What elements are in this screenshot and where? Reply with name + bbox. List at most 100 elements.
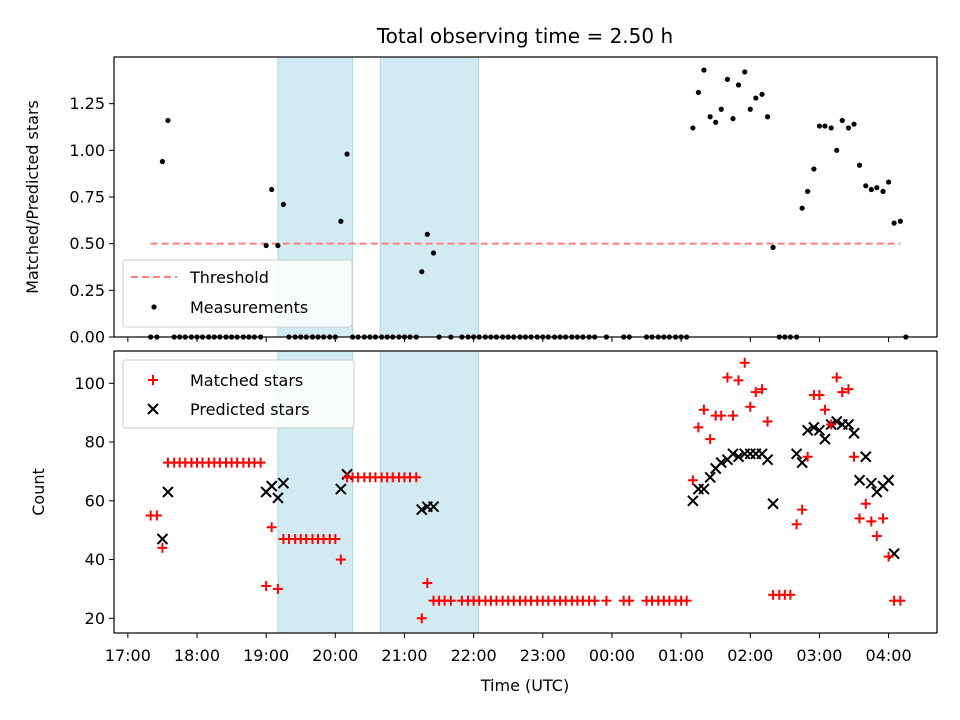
x-tick-label: 22:00 — [451, 646, 497, 665]
legend-measurement-swatch — [151, 304, 157, 310]
measurement-point — [845, 125, 852, 131]
ratio-panel: 0.00 0.25 0.50 0.75 1.00 1.25 Matched/Predict… — [23, 56, 938, 347]
predicted-star-point — [882, 474, 895, 486]
predicted-star-point — [808, 421, 820, 434]
predicted-star-point — [842, 418, 855, 431]
legend-threshold-label: Threshold — [189, 268, 269, 287]
matched-star-point — [272, 583, 283, 594]
measurement-point — [770, 244, 776, 250]
matched-star-point — [802, 451, 813, 462]
y-tick-label: 1.00 — [69, 141, 105, 160]
measurement-point — [280, 201, 287, 208]
measurement-point — [753, 95, 759, 101]
x-stroke — [796, 456, 808, 469]
matched-star-point — [693, 422, 704, 433]
predicted-star-point — [687, 495, 699, 507]
x-tick-label: 00:00 — [589, 646, 635, 665]
ratio-panel-frame — [113, 56, 938, 338]
y-tick-label: 1.25 — [69, 94, 105, 113]
x-axis-minor-ticks — [127, 337, 890, 342]
predicted-star-point — [801, 424, 814, 437]
measurement-point — [759, 91, 765, 97]
measurement-point — [856, 162, 863, 168]
x-axis-ticks: 17:00 18:00 19:00 20:00 21:00 22:00 23:00 00:00… — [105, 633, 912, 665]
predicted-star-point — [692, 483, 705, 495]
x-stroke — [819, 433, 831, 445]
matched-star-point — [843, 384, 854, 395]
matched-star-point — [727, 410, 738, 421]
measurement-point — [805, 188, 811, 194]
measurement-point — [742, 69, 748, 75]
y-axis-ticks: 20 40 60 80 100 — [74, 374, 114, 628]
predicted-star-point — [796, 456, 808, 469]
predicted-star-point — [865, 477, 878, 489]
matched-star-point — [445, 595, 456, 606]
y-tick-label: 40 — [85, 550, 105, 569]
matched-star-point — [716, 410, 727, 421]
x-stroke — [813, 424, 826, 437]
matched-star-point — [739, 357, 750, 368]
measurement-point — [718, 106, 724, 112]
predicted-star-point — [265, 480, 278, 492]
y-tick-label: 0.50 — [69, 234, 105, 253]
measurement-point — [874, 185, 880, 191]
predicted-star-point — [704, 471, 716, 484]
measurement-point — [799, 205, 805, 211]
x-tick-label: 20:00 — [312, 646, 358, 665]
measurement-point — [713, 119, 719, 125]
predicted-star-point — [427, 500, 440, 513]
measurement-point — [701, 67, 707, 73]
predicted-star-point — [156, 533, 169, 545]
measurement-point — [868, 186, 874, 193]
matched-star-point — [261, 581, 272, 591]
matched-star-point — [698, 404, 709, 415]
matched-star-point — [814, 390, 825, 401]
matched-star-point — [416, 613, 427, 624]
matched-star-point — [762, 416, 773, 427]
x-stroke — [756, 448, 768, 460]
x-stroke — [790, 448, 803, 460]
matched-star-point — [837, 387, 848, 398]
matched-star-point — [791, 519, 802, 530]
x-stroke — [865, 477, 878, 489]
measurement-point — [707, 114, 713, 120]
predicted-star-point — [698, 483, 710, 495]
measurement-point — [891, 220, 897, 226]
measurement-point — [275, 242, 281, 249]
x-tick-label: 03:00 — [796, 646, 842, 665]
x-stroke — [882, 474, 895, 486]
x-stroke — [704, 471, 716, 484]
x-tick-label: 17:00 — [105, 646, 151, 665]
measurement-point — [724, 76, 731, 82]
matched-star-point — [866, 516, 877, 527]
count-panel-frame — [113, 350, 938, 634]
predicted-star-point — [790, 448, 803, 460]
measurement-point — [690, 125, 696, 131]
measurement-point — [165, 117, 171, 124]
observing-interval — [379, 350, 479, 634]
measurement-point — [263, 242, 269, 249]
x-stroke — [842, 418, 855, 431]
x-stroke — [715, 456, 727, 469]
x-stroke — [761, 453, 774, 466]
x-stroke — [698, 483, 710, 495]
matched-star-point — [785, 589, 796, 600]
legend-predicted-label: Predicted stars — [190, 400, 310, 419]
measurement-point — [695, 89, 701, 96]
matched-star-point — [733, 375, 744, 386]
matched-star-point — [854, 513, 865, 524]
x-tick-label: 23:00 — [520, 646, 566, 665]
x-stroke — [860, 451, 872, 463]
count-y-axis-label: Count — [29, 468, 48, 516]
x-tick-label: 18:00 — [174, 646, 220, 665]
predicted-star-point — [335, 483, 347, 495]
matched-star-point — [151, 510, 162, 521]
measurement-point — [424, 231, 430, 237]
chart-title: Total observing time = 2.50 h — [376, 24, 673, 48]
matched-star-point — [826, 419, 837, 430]
matched-star-point — [878, 513, 889, 524]
matched-star-point — [411, 472, 422, 483]
measurement-point — [344, 151, 350, 157]
x-stroke — [265, 480, 278, 492]
x-stroke — [808, 421, 820, 434]
